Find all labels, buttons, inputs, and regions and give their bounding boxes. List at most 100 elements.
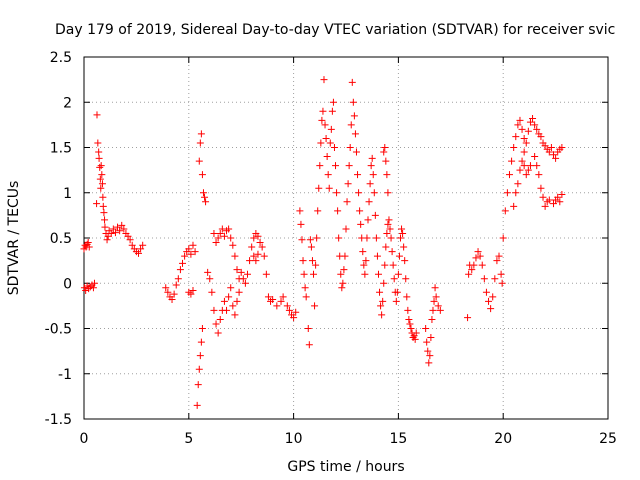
data-point bbox=[529, 115, 537, 123]
data-point bbox=[354, 171, 362, 179]
data-point bbox=[337, 270, 345, 278]
data-point bbox=[380, 279, 388, 287]
data-point bbox=[485, 297, 493, 305]
data-point bbox=[531, 121, 539, 129]
data-point bbox=[432, 293, 440, 301]
data-point bbox=[352, 148, 360, 156]
data-point bbox=[225, 225, 233, 233]
data-point bbox=[372, 234, 380, 242]
data-point bbox=[368, 154, 376, 162]
data-point bbox=[434, 302, 442, 310]
data-point bbox=[426, 352, 434, 360]
data-point bbox=[510, 144, 518, 151]
data-point bbox=[168, 296, 176, 304]
data-point bbox=[545, 196, 553, 204]
data-point bbox=[468, 266, 476, 274]
data-point bbox=[99, 193, 107, 201]
data-point bbox=[385, 216, 393, 224]
data-point bbox=[310, 270, 318, 278]
data-point bbox=[335, 234, 343, 242]
data-point bbox=[187, 250, 195, 258]
data-point bbox=[322, 134, 330, 142]
data-point bbox=[279, 293, 287, 301]
data-point bbox=[401, 257, 409, 265]
data-point bbox=[162, 284, 170, 292]
data-point bbox=[189, 286, 197, 294]
data-point bbox=[328, 107, 336, 115]
data-point bbox=[311, 302, 319, 310]
data-point bbox=[556, 198, 564, 206]
data-point bbox=[339, 279, 347, 287]
data-point bbox=[370, 189, 378, 197]
data-point bbox=[196, 139, 204, 147]
data-point bbox=[381, 261, 389, 269]
data-point bbox=[520, 134, 528, 142]
data-point bbox=[89, 284, 97, 292]
data-point bbox=[85, 243, 93, 251]
data-point bbox=[423, 338, 431, 346]
data-point bbox=[505, 171, 513, 179]
data-point bbox=[323, 153, 331, 161]
data-point bbox=[201, 193, 209, 201]
data-point bbox=[363, 234, 371, 242]
data-point bbox=[304, 325, 312, 332]
data-point bbox=[464, 314, 472, 322]
data-point bbox=[380, 148, 388, 156]
data-point bbox=[126, 236, 134, 244]
data-point bbox=[324, 171, 332, 179]
data-point bbox=[340, 266, 348, 274]
x-axis-label: GPS time / hours bbox=[287, 459, 404, 475]
data-point bbox=[360, 261, 368, 269]
data-point bbox=[308, 257, 316, 265]
data-point bbox=[208, 288, 216, 296]
data-point bbox=[103, 236, 111, 244]
data-point bbox=[480, 275, 488, 283]
data-point bbox=[498, 279, 506, 287]
data-point bbox=[330, 144, 338, 151]
x-tick-label: 15 bbox=[389, 431, 407, 447]
data-point bbox=[174, 275, 182, 283]
data-point bbox=[298, 236, 306, 244]
data-point bbox=[520, 162, 528, 170]
data-point bbox=[181, 252, 189, 260]
data-point bbox=[195, 157, 203, 165]
data-point bbox=[216, 315, 224, 323]
data-point bbox=[314, 207, 322, 215]
data-point bbox=[518, 157, 526, 165]
data-point bbox=[320, 76, 328, 84]
data-point bbox=[198, 171, 206, 179]
data-point bbox=[202, 198, 210, 206]
data-point bbox=[349, 98, 357, 106]
data-point bbox=[344, 180, 352, 188]
data-point bbox=[95, 154, 103, 162]
data-point bbox=[393, 288, 401, 296]
data-point bbox=[341, 252, 349, 260]
data-point bbox=[512, 133, 520, 141]
data-point bbox=[489, 293, 497, 301]
data-point bbox=[499, 234, 507, 242]
data-point bbox=[191, 248, 199, 256]
data-point bbox=[139, 241, 147, 249]
data-point bbox=[90, 279, 98, 287]
data-point bbox=[398, 225, 406, 233]
y-axis-label: SDTVAR / TECUs bbox=[6, 181, 22, 296]
y-tick-label: 2 bbox=[63, 95, 72, 111]
data-point bbox=[225, 293, 233, 301]
data-point bbox=[427, 334, 435, 342]
data-point bbox=[422, 325, 430, 332]
data-point bbox=[231, 311, 239, 319]
data-point bbox=[381, 144, 389, 151]
data-point bbox=[364, 216, 372, 224]
y-tick-label: 0 bbox=[63, 276, 72, 292]
data-point bbox=[334, 207, 342, 215]
data-point bbox=[537, 184, 545, 192]
data-point bbox=[212, 320, 220, 328]
data-point bbox=[318, 116, 326, 124]
data-point bbox=[342, 225, 350, 233]
data-point bbox=[195, 365, 203, 373]
data-point bbox=[404, 306, 412, 314]
data-point bbox=[503, 189, 511, 197]
data-point bbox=[254, 232, 262, 240]
data-point bbox=[227, 234, 235, 242]
data-point bbox=[197, 130, 205, 138]
